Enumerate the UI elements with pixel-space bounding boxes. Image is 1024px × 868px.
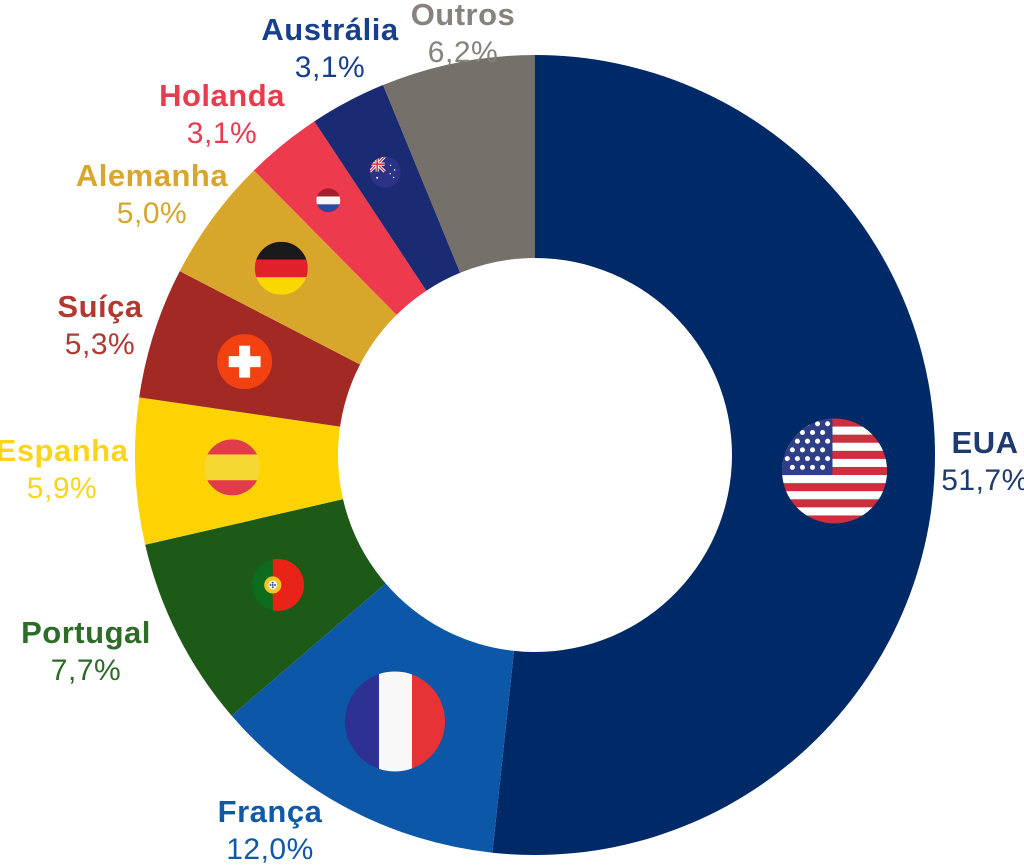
switzerland-flag-icon <box>217 334 273 390</box>
slice-name: Suíça <box>57 289 143 324</box>
slice-name: EUA <box>951 425 1019 460</box>
slice-name: Holanda <box>159 78 285 113</box>
portugal-flag-icon <box>251 558 304 611</box>
slice-percent: 12,0% <box>226 833 314 866</box>
slice-name: Austrália <box>261 12 399 47</box>
slice-label-eua: EUA 51,7% <box>941 424 1024 499</box>
slice-percent: 51,7% <box>941 464 1024 497</box>
australia-flag-icon <box>369 156 401 188</box>
netherlands-flag-icon <box>316 188 341 213</box>
slice-percent: 7,7% <box>50 654 122 687</box>
slice-percent: 3,1% <box>294 51 366 84</box>
slice-percent: 5,0% <box>116 197 188 230</box>
slice-australia <box>314 84 461 291</box>
slice-name: Espanha <box>0 433 129 468</box>
slice-name: Outros <box>410 0 516 32</box>
slice-label-franca: França 12,0% <box>218 793 323 868</box>
slice-label-australia: Austrália 3,1% <box>261 11 398 86</box>
slice-label-holanda: Holanda 3,1% <box>159 77 285 152</box>
slice-label-outros: Outros 6,2% <box>411 0 516 71</box>
slice-eua <box>492 55 936 855</box>
germany-flag-icon <box>254 241 308 295</box>
slice-percent: 5,3% <box>64 328 136 361</box>
slice-outros <box>383 55 535 273</box>
slice-name: Portugal <box>21 615 151 650</box>
slice-name: Alemanha <box>75 158 229 193</box>
slice-holanda <box>253 121 427 315</box>
slice-percent: 6,2% <box>427 36 499 69</box>
france-flag-icon <box>344 671 445 772</box>
slice-name: França <box>217 794 323 829</box>
slice-label-alemanha: Alemanha 5,0% <box>76 157 228 232</box>
slice-percent: 3,1% <box>186 117 258 150</box>
spain-flag-icon <box>204 439 261 496</box>
slice-label-portugal: Portugal 7,7% <box>21 614 151 689</box>
usa-flag-icon <box>782 418 888 524</box>
slice-label-espanha: Espanha 5,9% <box>0 432 128 507</box>
slice-percent: 5,9% <box>26 472 98 505</box>
slice-label-suica: Suíça 5,3% <box>57 288 142 363</box>
